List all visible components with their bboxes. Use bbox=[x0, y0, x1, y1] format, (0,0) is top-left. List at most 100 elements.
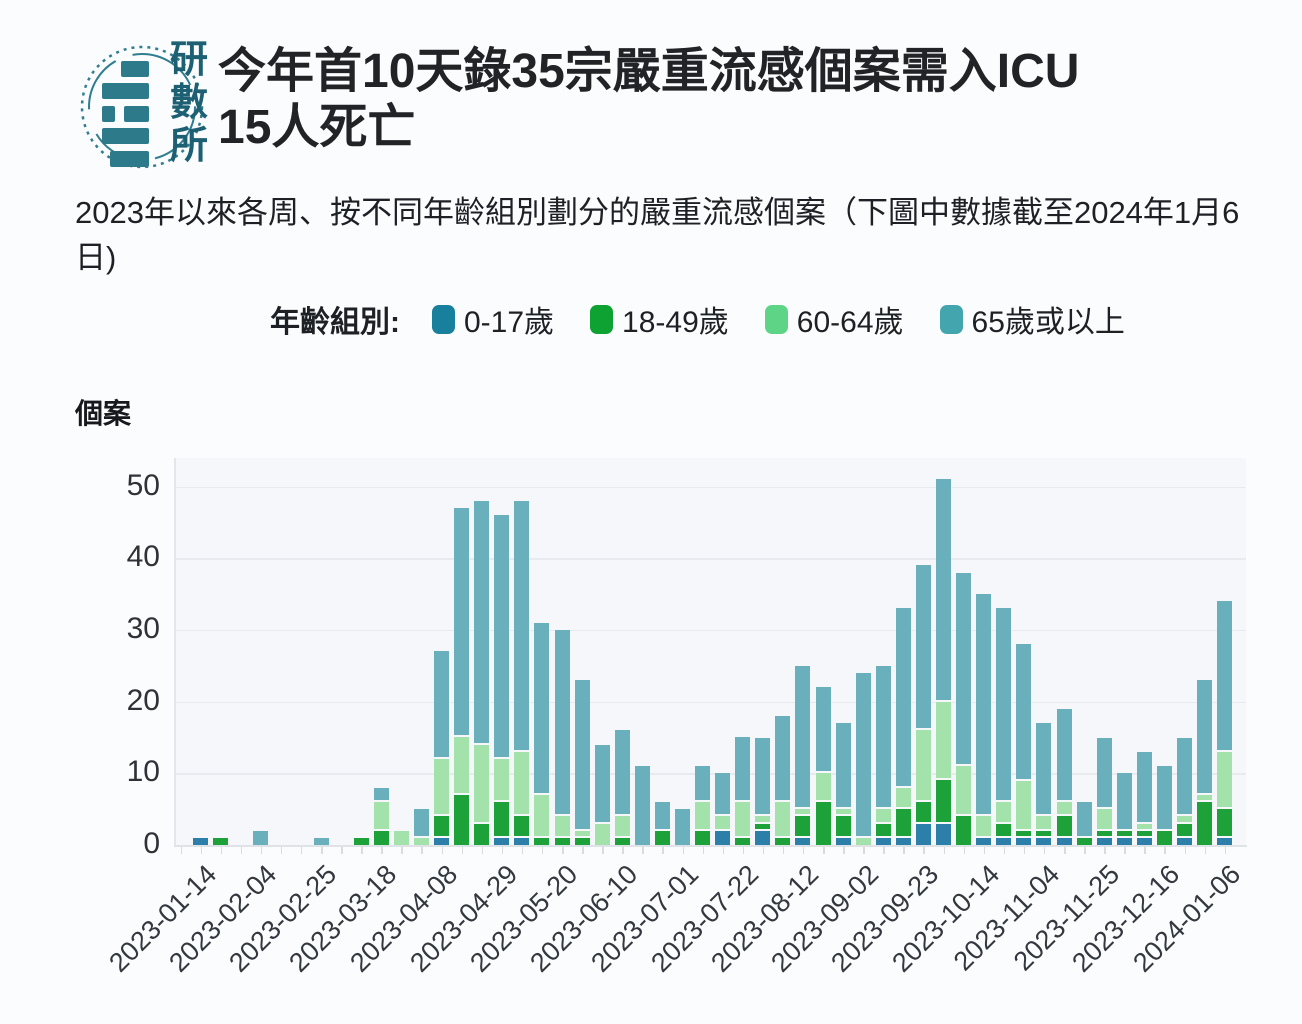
bar-segment-18-49歲 bbox=[353, 837, 369, 845]
bar-2023-06-10 bbox=[614, 458, 630, 845]
x-tick bbox=[1124, 846, 1126, 854]
x-tick bbox=[1023, 846, 1026, 854]
bar-segment-60-64歲 bbox=[494, 758, 510, 800]
bar-segment-18-49歲 bbox=[936, 780, 952, 822]
logo-char-3: 所 bbox=[169, 125, 208, 167]
bar-segment-60-64歲 bbox=[1177, 816, 1192, 822]
bar-2023-06-17 bbox=[634, 458, 650, 845]
bar-segment-65歲或以上 bbox=[1076, 802, 1092, 836]
bar-segment-0-17歲 bbox=[915, 823, 931, 845]
bar-segment-18-49歲 bbox=[1096, 830, 1112, 836]
bar-segment-65歲或以上 bbox=[534, 622, 550, 793]
x-tick bbox=[481, 846, 484, 854]
y-axis-title: 個案 bbox=[75, 398, 132, 429]
legend-swatch-icon bbox=[939, 304, 963, 334]
bar-segment-0-17歲 bbox=[1177, 837, 1192, 845]
y-axis-line bbox=[174, 458, 176, 846]
bar-segment-60-64歲 bbox=[915, 730, 931, 800]
bar-segment-18-49歲 bbox=[574, 837, 590, 845]
x-tick bbox=[963, 846, 966, 854]
bar-2023-07-15 bbox=[715, 458, 731, 845]
bar-segment-65歲或以上 bbox=[1217, 601, 1233, 750]
x-tick bbox=[1224, 846, 1227, 854]
x-tick bbox=[200, 846, 203, 854]
legend-item-label: 60-64歲 bbox=[796, 306, 904, 339]
bar-segment-65歲或以上 bbox=[755, 737, 771, 815]
x-tick bbox=[823, 846, 825, 854]
bar-segment-60-64歲 bbox=[1036, 816, 1052, 829]
bar-segment-65歲或以上 bbox=[634, 766, 650, 845]
legend-title: 年齡組別: bbox=[270, 306, 400, 339]
bar-segment-0-17歲 bbox=[715, 830, 731, 845]
bar-segment-18-49歲 bbox=[1116, 830, 1132, 836]
x-tick bbox=[300, 846, 303, 854]
bar-segment-65歲或以上 bbox=[413, 809, 429, 836]
bar-segment-65歲或以上 bbox=[775, 715, 791, 800]
legend-item-0-17歲: 0-17歲 bbox=[432, 297, 554, 341]
gridline-10 bbox=[175, 773, 1246, 775]
bar-segment-0-17歲 bbox=[1116, 837, 1132, 845]
page-title-line1: 今年首10天錄35宗嚴重流感個案需入ICU bbox=[218, 45, 1080, 98]
bar-segment-60-64歲 bbox=[574, 830, 590, 836]
bar-segment-65歲或以上 bbox=[494, 515, 510, 757]
bar-segment-65歲或以上 bbox=[1156, 766, 1172, 829]
bar-2023-02-25 bbox=[313, 458, 329, 845]
x-axis-line bbox=[174, 845, 1247, 847]
x-tick bbox=[240, 846, 243, 854]
bar-segment-18-49歲 bbox=[735, 837, 751, 845]
bar-segment-65歲或以上 bbox=[1177, 737, 1192, 815]
bar-segment-0-17歲 bbox=[494, 837, 510, 845]
bar-segment-0-17歲 bbox=[1217, 837, 1233, 845]
page-title: 今年首10天錄35宗嚴重流感個案需入ICU 15人死亡 bbox=[218, 44, 1268, 156]
bar-segment-65歲或以上 bbox=[895, 608, 911, 786]
bar-segment-18-49歲 bbox=[373, 830, 389, 845]
bar-segment-60-64歲 bbox=[855, 837, 871, 845]
x-tick bbox=[260, 846, 263, 854]
bar-segment-60-64歲 bbox=[695, 802, 711, 829]
bar-2023-05-06 bbox=[514, 458, 530, 845]
x-tick bbox=[220, 846, 223, 854]
y-tick-label-10: 10 bbox=[126, 755, 160, 789]
bar-segment-60-64歲 bbox=[554, 816, 570, 836]
bar-2023-07-29 bbox=[755, 458, 771, 845]
bar-segment-65歲或以上 bbox=[1197, 680, 1213, 793]
bar-2023-11-04 bbox=[1036, 458, 1052, 845]
bar-segment-65歲或以上 bbox=[313, 837, 329, 845]
bar-2023-09-23 bbox=[915, 458, 931, 845]
bar-2023-02-04 bbox=[253, 458, 269, 845]
bar-segment-65歲或以上 bbox=[1036, 723, 1052, 815]
bar-segment-18-49歲 bbox=[755, 823, 771, 829]
bar-segment-65歲或以上 bbox=[554, 629, 570, 815]
brand-logo-icon bbox=[80, 45, 204, 169]
bar-segment-18-49歲 bbox=[474, 823, 490, 845]
bar-segment-18-49歲 bbox=[875, 823, 891, 836]
x-tick bbox=[1003, 846, 1006, 854]
bar-segment-60-64歲 bbox=[815, 773, 831, 800]
legend-item-60-64歲: 60-64歲 bbox=[764, 297, 904, 341]
bar-2023-10-07 bbox=[956, 458, 972, 845]
bar-segment-65歲或以上 bbox=[996, 608, 1012, 801]
bar-2023-06-24 bbox=[654, 458, 670, 845]
bar-2023-07-01 bbox=[675, 458, 690, 845]
bar-segment-65歲或以上 bbox=[855, 672, 871, 836]
x-tick bbox=[1184, 846, 1186, 854]
brand-logo: 研 數 所 bbox=[78, 33, 210, 175]
x-tick bbox=[1064, 846, 1066, 854]
x-tick bbox=[742, 846, 745, 854]
bar-segment-0-17歲 bbox=[193, 837, 209, 845]
bar-segment-18-49歲 bbox=[1056, 816, 1072, 836]
logo-wordmark: 研 數 所 bbox=[168, 39, 210, 168]
bar-segment-18-49歲 bbox=[213, 837, 229, 845]
bar-segment-18-49歲 bbox=[614, 837, 630, 845]
x-tick bbox=[802, 846, 805, 854]
x-tick bbox=[381, 846, 383, 854]
legend-swatch-icon bbox=[590, 304, 614, 334]
gridline-50 bbox=[175, 486, 1246, 488]
bar-segment-18-49歲 bbox=[956, 816, 972, 845]
bar-segment-65歲或以上 bbox=[454, 508, 470, 736]
y-tick-label-30: 30 bbox=[126, 611, 160, 645]
bar-segment-60-64歲 bbox=[1197, 794, 1213, 800]
y-tick-label-40: 40 bbox=[126, 540, 160, 574]
x-tick bbox=[983, 846, 986, 854]
